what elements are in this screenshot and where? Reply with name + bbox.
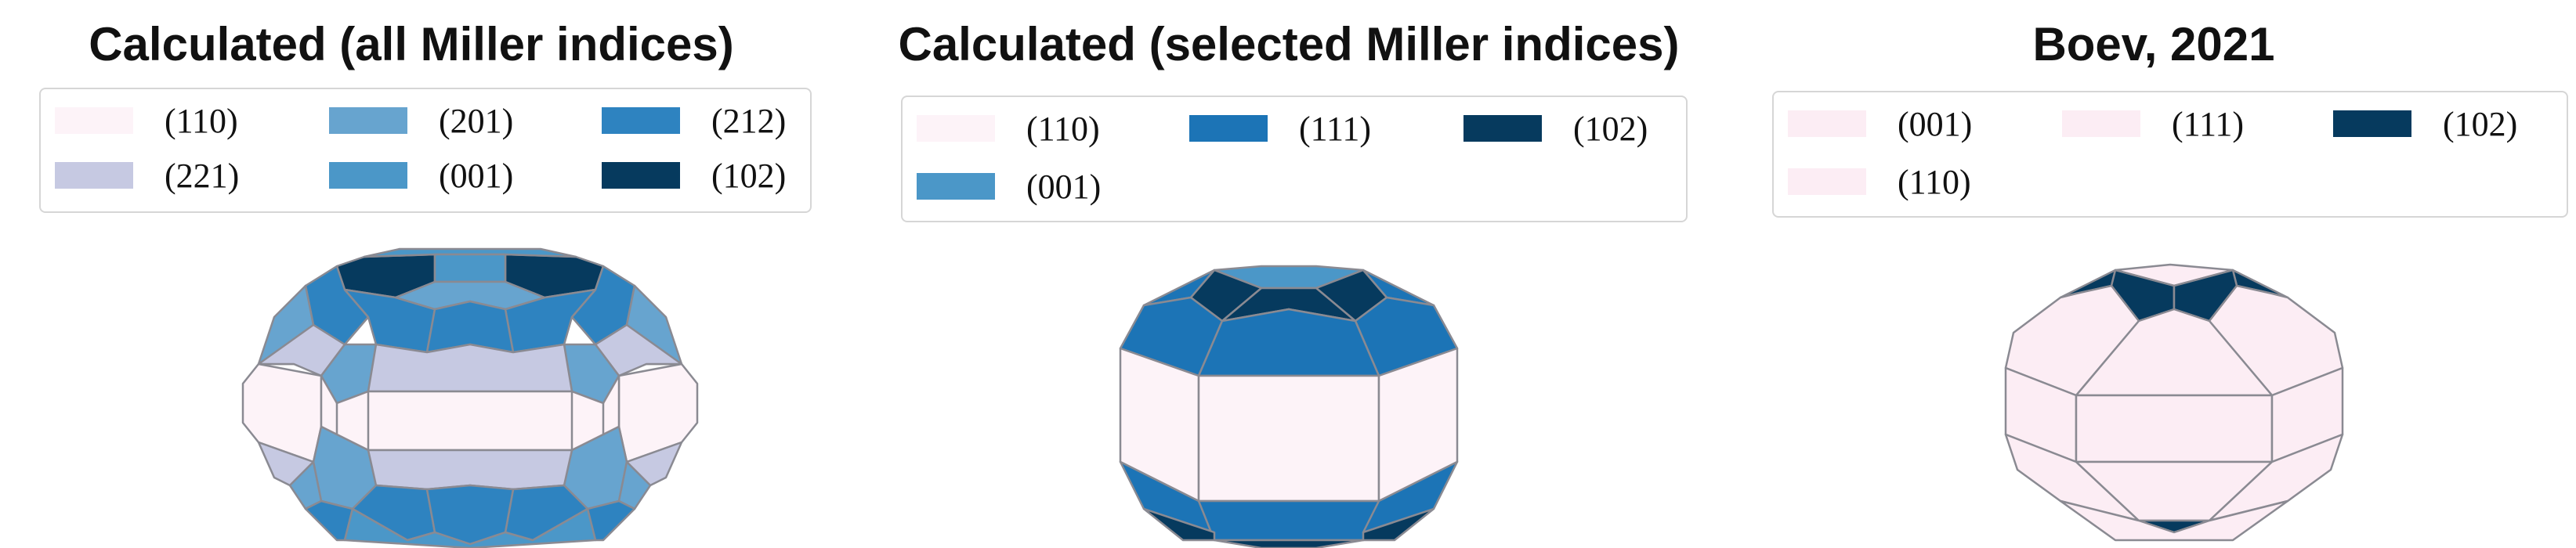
legend: (001) (111) (102) (110): [1772, 91, 2568, 218]
legend-swatch: [2333, 110, 2411, 137]
panel-selected-miller: Calculated (selected Miller indices) (11…: [854, 0, 1724, 548]
crystal-selected-miller: [1119, 265, 1459, 548]
legend-swatch: [917, 173, 995, 200]
legend-item-102: (102): [2333, 100, 2517, 147]
legend-label: (110): [1026, 109, 1100, 148]
legend-item-001: (001): [1788, 100, 1972, 147]
legend-item-110: (110): [55, 97, 238, 144]
face-102: [1213, 539, 1365, 548]
face-110: [1197, 374, 1380, 503]
legend-item-102: (102): [602, 152, 786, 199]
legend-label: (111): [1299, 109, 1372, 148]
legend-label: (110): [165, 101, 238, 140]
legend-item-110: (110): [917, 105, 1100, 152]
legend-swatch: [602, 162, 680, 189]
legend-swatch: [2062, 110, 2140, 137]
legend-item-001: (001): [329, 152, 513, 199]
legend-item-111: (111): [2062, 100, 2244, 147]
legend-item-221: (221): [55, 152, 239, 199]
legend-label: (212): [711, 101, 787, 140]
legend-label: (001): [1898, 104, 1973, 143]
legend-item-110: (110): [1788, 158, 1971, 205]
face-111: [1197, 499, 1380, 542]
legend-swatch: [55, 162, 133, 189]
face-110: [617, 362, 699, 463]
legend-item-001: (001): [917, 163, 1101, 210]
legend-label: (111): [2172, 104, 2245, 143]
legend: (110) (111) (102) (001): [901, 96, 1688, 222]
legend-item-111: (111): [1189, 105, 1371, 152]
face-110: [241, 362, 323, 463]
legend-swatch: [602, 107, 680, 134]
face-110: [2075, 394, 2274, 463]
legend-label: (102): [711, 156, 787, 195]
panel-all-miller: Calculated (all Miller indices) (110) (2…: [0, 0, 823, 548]
legend-swatch: [55, 107, 133, 134]
legend-label: (110): [1898, 162, 1971, 201]
crystal-boev-2021: [2004, 263, 2344, 542]
face-001: [2059, 499, 2289, 542]
legend-swatch: [329, 107, 407, 134]
legend-item-102: (102): [1463, 105, 1648, 152]
panel-title: Calculated (all Miller indices): [89, 18, 734, 70]
legend-label: (102): [1573, 109, 1648, 148]
face-001: [433, 253, 507, 283]
legend-swatch: [1189, 115, 1268, 142]
legend-label: (001): [439, 156, 514, 195]
panel-boev-2021: Boev, 2021 (001) (111) (102) (110): [1731, 0, 2576, 548]
face-111: [2075, 308, 2274, 397]
legend-label: (201): [439, 101, 514, 140]
face-221: [367, 343, 573, 393]
face-111: [1197, 308, 1380, 377]
legend-swatch: [1788, 110, 1866, 137]
face-102: [1362, 507, 1435, 542]
legend-swatch: [329, 162, 407, 189]
face-102: [1142, 507, 1216, 542]
legend-item-212: (212): [602, 97, 786, 144]
legend-swatch: [1788, 168, 1866, 195]
legend-label: (001): [1026, 167, 1102, 206]
legend: (110) (201) (212) (221) (001) (102): [39, 88, 812, 213]
crystal-all-miller: [241, 247, 699, 548]
legend-swatch: [1463, 115, 1542, 142]
panel-title: Calculated (selected Miller indices): [898, 18, 1680, 70]
legend-label: (102): [2443, 104, 2518, 143]
face-001: [343, 507, 597, 548]
panel-title: Boev, 2021: [2032, 18, 2275, 70]
legend-label: (221): [165, 156, 240, 195]
legend-swatch: [917, 115, 995, 142]
legend-item-201: (201): [329, 97, 513, 144]
face-221: [367, 449, 573, 491]
